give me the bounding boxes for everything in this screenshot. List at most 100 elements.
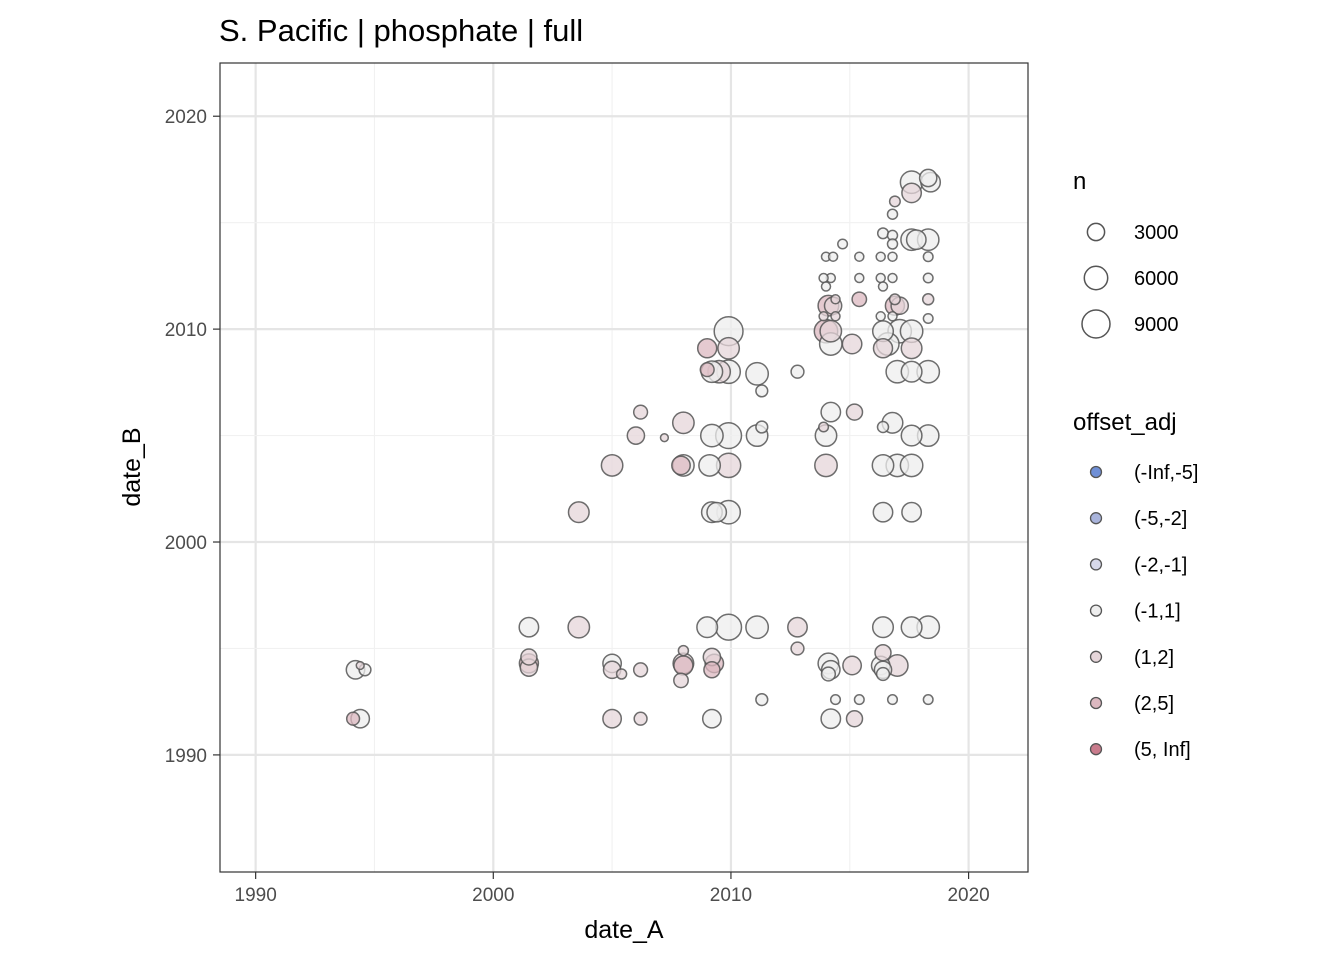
data-point <box>827 251 839 262</box>
data-point <box>918 168 938 188</box>
data-point <box>745 615 770 640</box>
data-point <box>820 666 837 682</box>
x-axis-label: date_A <box>584 916 664 944</box>
data-point <box>829 694 842 706</box>
data-point <box>615 668 628 680</box>
data-point <box>872 338 894 359</box>
data-point <box>706 501 728 523</box>
data-point <box>626 426 646 445</box>
data-point <box>699 423 724 448</box>
data-point <box>818 272 829 284</box>
data-point <box>875 251 886 262</box>
data-point <box>888 195 901 208</box>
size-legend-label: 6000 <box>1134 268 1179 290</box>
data-point <box>518 616 540 638</box>
data-point <box>901 182 923 204</box>
data-point <box>922 251 934 263</box>
data-point <box>854 251 865 262</box>
x-axis: 1990 2000 2010 2020 <box>235 872 990 906</box>
data-point <box>922 694 934 706</box>
data-point <box>698 453 722 477</box>
data-point <box>887 311 898 322</box>
data-point <box>854 272 865 284</box>
data-point <box>659 433 670 443</box>
data-point <box>830 294 841 305</box>
color-legend-label: (-Inf,-5] <box>1134 462 1198 484</box>
data-point <box>714 613 743 641</box>
color-legend-label: (2,5] <box>1134 693 1174 715</box>
color-legend-label: (-1,1] <box>1134 601 1181 623</box>
data-point <box>755 384 769 398</box>
y-tick-label: 2010 <box>165 320 207 341</box>
data-point <box>830 311 841 322</box>
data-point <box>820 401 842 423</box>
color-legend-title: offset_adj <box>1073 409 1177 436</box>
data-point <box>872 501 894 523</box>
grid-lines <box>220 63 1028 872</box>
data-point <box>671 455 691 476</box>
data-point <box>887 272 898 284</box>
data-point <box>845 403 864 421</box>
data-point <box>790 364 805 379</box>
data-point <box>355 660 365 671</box>
data-point <box>900 424 923 447</box>
color-legend-key <box>1089 743 1103 756</box>
y-tick-label: 1990 <box>165 746 207 767</box>
data-point <box>818 421 830 433</box>
data-point <box>600 453 624 477</box>
data-point <box>699 361 715 378</box>
data-point <box>875 311 886 322</box>
data-point <box>703 661 721 679</box>
data-point <box>875 666 891 682</box>
data-point <box>701 708 722 729</box>
data-point <box>871 453 895 477</box>
data-points <box>345 168 942 730</box>
data-point <box>853 694 865 706</box>
data-point <box>671 411 695 435</box>
data-point <box>874 643 892 662</box>
data-point <box>673 655 694 676</box>
data-point <box>818 311 829 322</box>
data-point <box>602 708 623 729</box>
data-point <box>755 420 769 434</box>
data-point <box>875 272 886 284</box>
color-legend-key <box>1089 558 1103 571</box>
data-point <box>520 648 538 666</box>
y-axis-label: date_B <box>118 427 146 506</box>
data-point <box>820 708 842 730</box>
x-tick-label: 2020 <box>947 885 989 906</box>
data-point <box>886 208 899 220</box>
size-legend: n 3000 6000 9000 <box>1073 168 1179 339</box>
data-point <box>876 227 890 240</box>
data-point <box>814 453 838 478</box>
data-point <box>886 694 899 706</box>
data-point <box>886 238 899 250</box>
data-point <box>787 616 808 638</box>
data-point <box>900 337 923 360</box>
data-point <box>901 501 923 523</box>
data-point <box>755 692 769 707</box>
data-point <box>887 251 898 262</box>
color-legend-label: (5, Inf] <box>1134 739 1191 761</box>
data-point <box>345 711 361 726</box>
chart-title: S. Pacific | phosphate | full <box>219 13 583 48</box>
data-point <box>876 420 890 434</box>
data-point <box>922 272 934 284</box>
y-tick-label: 2000 <box>165 533 207 554</box>
x-tick-label: 2010 <box>710 885 752 906</box>
data-point <box>677 644 690 657</box>
color-legend-label: (1,2] <box>1134 647 1174 669</box>
data-point <box>837 238 849 250</box>
color-legend-key <box>1089 650 1103 663</box>
data-point <box>851 291 868 308</box>
size-legend-label: 9000 <box>1134 314 1179 336</box>
size-legend-key <box>1081 309 1111 339</box>
data-point <box>922 312 934 325</box>
data-point <box>820 281 832 292</box>
size-legend-label: 3000 <box>1134 222 1179 244</box>
data-point <box>905 229 927 251</box>
data-point <box>900 360 923 383</box>
data-point <box>567 615 591 639</box>
data-point <box>888 293 901 306</box>
